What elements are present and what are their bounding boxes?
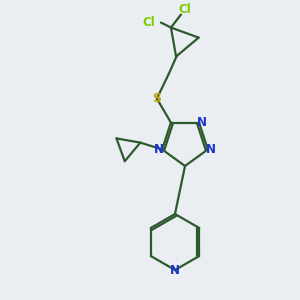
Text: N: N	[206, 143, 216, 156]
Text: N: N	[154, 143, 164, 156]
Text: N: N	[197, 116, 207, 129]
Text: S: S	[152, 92, 161, 105]
Text: N: N	[170, 263, 180, 277]
Text: Cl: Cl	[142, 16, 155, 29]
Text: Cl: Cl	[178, 3, 191, 16]
